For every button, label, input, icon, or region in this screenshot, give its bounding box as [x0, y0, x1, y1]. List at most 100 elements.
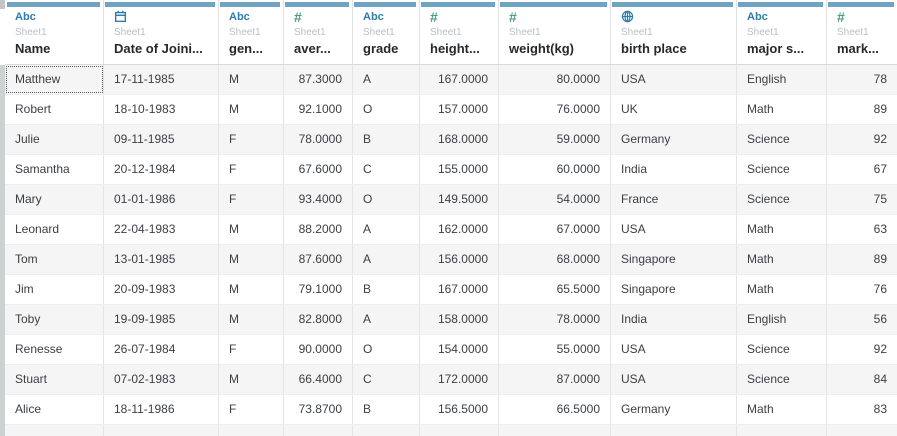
table-cell[interactable]: 158.0000 — [420, 305, 499, 334]
table-cell[interactable]: 26-07-1984 — [104, 335, 219, 364]
table-cell[interactable]: B — [353, 395, 420, 424]
table-cell[interactable]: F — [219, 155, 284, 184]
table-cell[interactable]: 55.0000 — [499, 335, 611, 364]
table-cell[interactable]: 09-11-1985 — [104, 125, 219, 154]
table-cell[interactable]: Jim — [5, 275, 104, 304]
table-cell[interactable]: 155.0000 — [420, 155, 499, 184]
table-cell[interactable]: Science — [737, 125, 827, 154]
table-cell[interactable]: USA — [611, 65, 737, 94]
table-cell[interactable]: 59.0000 — [499, 125, 611, 154]
table-cell[interactable]: 56 — [873, 312, 887, 326]
table-cell[interactable]: Math — [737, 215, 827, 244]
table-cell[interactable]: Matthew — [5, 65, 104, 94]
table-cell[interactable]: 93.4000 — [284, 185, 353, 214]
table-cell[interactable]: Stuart — [5, 365, 104, 394]
table-cell[interactable]: Math — [737, 275, 827, 304]
table-cell[interactable]: USA — [611, 215, 737, 244]
table-cell[interactable] — [420, 425, 499, 436]
table-cell[interactable]: Germany — [611, 125, 737, 154]
table-cell[interactable]: Germany — [611, 395, 737, 424]
table-cell[interactable]: 78.0000 — [499, 305, 611, 334]
table-cell[interactable]: 73.8700 — [284, 395, 353, 424]
table-cell[interactable]: 154.0000 — [420, 335, 499, 364]
table-cell[interactable] — [611, 425, 737, 436]
table-cell[interactable]: A — [353, 215, 420, 244]
table-cell[interactable]: USA — [611, 335, 737, 364]
table-cell[interactable]: 87.3000 — [284, 65, 353, 94]
table-cell[interactable]: 89 — [873, 102, 887, 116]
table-cell[interactable]: 67.0000 — [499, 215, 611, 244]
table-cell[interactable]: 82.8000 — [284, 305, 353, 334]
table-cell[interactable]: 65.5000 — [499, 275, 611, 304]
header-cell-weight-kg[interactable]: # Sheet1 weight(kg) — [499, 0, 611, 64]
table-cell[interactable] — [737, 425, 827, 436]
table-cell[interactable]: M — [219, 305, 284, 334]
table-cell[interactable]: Samantha — [5, 155, 104, 184]
table-cell[interactable]: 67 — [873, 162, 887, 176]
table-cell[interactable]: Tom — [5, 245, 104, 274]
table-cell[interactable]: Science — [737, 155, 827, 184]
header-cell-birth-place[interactable]: Sheet1 birth place — [611, 0, 737, 64]
table-cell[interactable] — [353, 425, 420, 436]
table-cell[interactable] — [827, 425, 897, 436]
table-cell[interactable]: Math — [737, 395, 827, 424]
table-cell[interactable]: 89 — [873, 252, 887, 266]
table-cell[interactable]: 168.0000 — [420, 125, 499, 154]
header-cell-mark[interactable]: # Sheet1 mark... — [827, 0, 897, 64]
table-cell[interactable]: F — [219, 335, 284, 364]
table-cell[interactable]: F — [219, 395, 284, 424]
table-cell[interactable]: Science — [737, 185, 827, 214]
table-cell[interactable]: 80.0000 — [499, 65, 611, 94]
table-cell[interactable]: India — [611, 305, 737, 334]
table-cell[interactable]: 156.5000 — [420, 395, 499, 424]
table-cell[interactable]: Science — [737, 365, 827, 394]
table-cell[interactable]: 76 — [873, 282, 887, 296]
table-cell[interactable]: 01-01-1986 — [104, 185, 219, 214]
table-cell[interactable]: C — [353, 365, 420, 394]
table-cell[interactable]: B — [353, 125, 420, 154]
table-cell[interactable]: 20-09-1983 — [104, 275, 219, 304]
table-cell[interactable]: 76.0000 — [499, 95, 611, 124]
table-cell[interactable]: 162.0000 — [420, 215, 499, 244]
header-cell-name[interactable]: Abc Sheet1 Name — [5, 0, 104, 64]
table-cell[interactable]: 54.0000 — [499, 185, 611, 214]
table-cell[interactable]: 84 — [873, 372, 887, 386]
table-cell[interactable]: O — [353, 335, 420, 364]
table-cell[interactable]: 79.1000 — [284, 275, 353, 304]
table-cell[interactable]: UK — [611, 95, 737, 124]
table-cell[interactable]: A — [353, 305, 420, 334]
header-cell-grade[interactable]: Abc Sheet1 grade — [353, 0, 420, 64]
table-cell[interactable]: 78 — [873, 72, 887, 86]
table-cell[interactable]: France — [611, 185, 737, 214]
table-cell[interactable]: A — [353, 245, 420, 274]
header-cell-date-of-joini[interactable]: Sheet1 Date of Joini... — [104, 0, 219, 64]
header-cell-height[interactable]: # Sheet1 height... — [420, 0, 499, 64]
table-cell[interactable]: Science — [737, 335, 827, 364]
table-cell[interactable]: 157.0000 — [420, 95, 499, 124]
table-cell[interactable]: Singapore — [611, 275, 737, 304]
table-cell[interactable]: M — [219, 95, 284, 124]
table-cell[interactable]: M — [219, 215, 284, 244]
table-cell[interactable]: O — [353, 95, 420, 124]
table-cell[interactable]: 22-04-1983 — [104, 215, 219, 244]
table-cell[interactable]: O — [353, 185, 420, 214]
table-cell[interactable]: Robert — [5, 95, 104, 124]
table-cell[interactable]: 66.5000 — [499, 395, 611, 424]
table-cell[interactable]: Mary — [5, 185, 104, 214]
table-cell[interactable]: 90.0000 — [284, 335, 353, 364]
table-cell[interactable]: 156.0000 — [420, 245, 499, 274]
table-cell[interactable]: 83 — [873, 402, 887, 416]
table-cell[interactable]: 88.2000 — [284, 215, 353, 244]
table-cell[interactable]: Alice — [5, 395, 104, 424]
table-cell[interactable]: English — [737, 65, 827, 94]
table-cell[interactable]: M — [219, 275, 284, 304]
table-cell[interactable]: 92 — [873, 342, 887, 356]
table-cell[interactable]: 07-02-1983 — [104, 365, 219, 394]
table-cell[interactable]: A — [353, 65, 420, 94]
table-cell[interactable]: F — [219, 185, 284, 214]
table-cell[interactable]: F — [219, 125, 284, 154]
table-cell[interactable]: 167.0000 — [420, 275, 499, 304]
table-cell[interactable]: Leonard — [5, 215, 104, 244]
table-cell[interactable]: 87.0000 — [499, 365, 611, 394]
table-cell[interactable]: India — [611, 155, 737, 184]
